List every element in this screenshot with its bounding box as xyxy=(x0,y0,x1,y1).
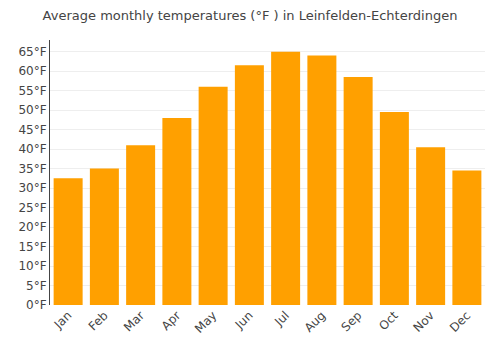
svg-text:35°F: 35°F xyxy=(18,162,46,176)
svg-text:5°F: 5°F xyxy=(26,279,47,293)
svg-text:65°F: 65°F xyxy=(18,45,46,59)
svg-text:Jul: Jul xyxy=(271,308,292,329)
svg-text:Sep: Sep xyxy=(339,308,365,334)
svg-text:May: May xyxy=(192,308,219,335)
svg-text:45°F: 45°F xyxy=(18,123,46,137)
svg-text:Apr: Apr xyxy=(159,308,184,333)
svg-text:Jun: Jun xyxy=(232,308,256,332)
svg-text:60°F: 60°F xyxy=(18,64,46,78)
svg-text:15°F: 15°F xyxy=(18,240,46,254)
svg-text:40°F: 40°F xyxy=(18,142,46,156)
svg-text:Average monthly temperatures (: Average monthly temperatures (°F ) in Le… xyxy=(43,8,458,23)
svg-text:55°F: 55°F xyxy=(18,84,46,98)
svg-text:50°F: 50°F xyxy=(18,103,46,117)
svg-text:Dec: Dec xyxy=(447,308,473,334)
svg-text:30°F: 30°F xyxy=(18,181,46,195)
svg-text:25°F: 25°F xyxy=(18,201,46,215)
svg-text:10°F: 10°F xyxy=(18,259,46,273)
svg-text:Mar: Mar xyxy=(121,308,147,334)
svg-text:Aug: Aug xyxy=(302,308,328,334)
svg-text:Jan: Jan xyxy=(51,308,75,332)
svg-text:Feb: Feb xyxy=(86,308,111,333)
svg-text:Nov: Nov xyxy=(411,308,437,334)
svg-text:0°F: 0°F xyxy=(26,298,47,312)
svg-text:Oct: Oct xyxy=(376,308,401,333)
svg-text:20°F: 20°F xyxy=(18,220,46,234)
